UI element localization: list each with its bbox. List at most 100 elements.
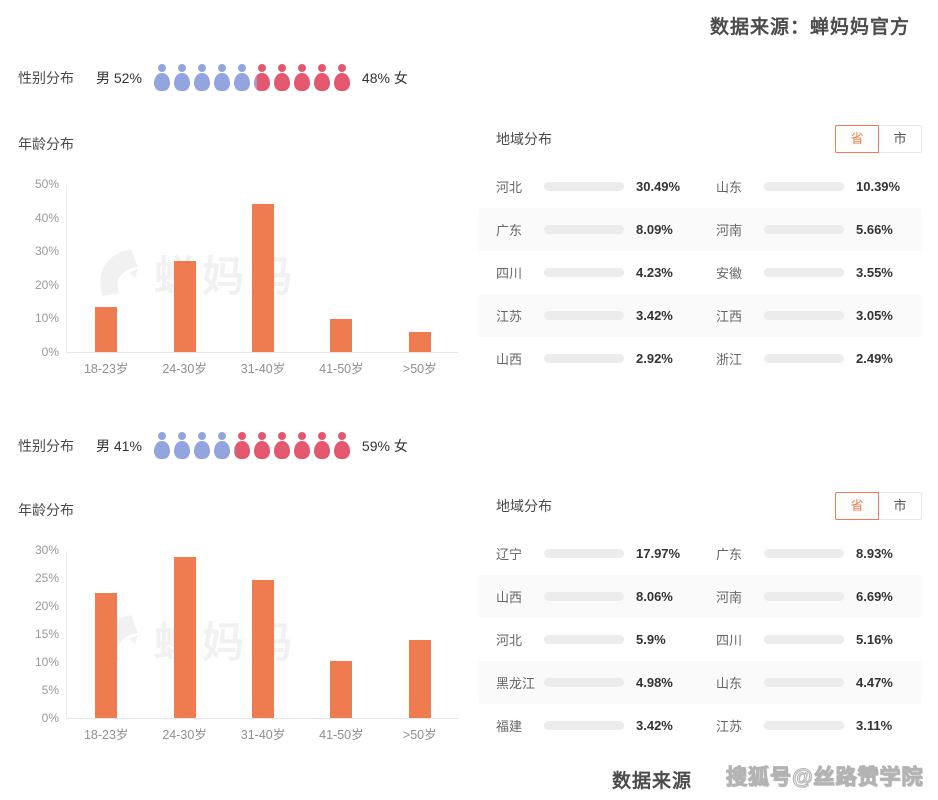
female-person-icon <box>293 432 310 460</box>
region-bar-track <box>764 721 844 730</box>
region-percent: 4.98% <box>636 675 673 690</box>
data-source-footer: 数据来源 <box>612 771 693 792</box>
x-axis-label: 24-30岁 <box>162 362 207 376</box>
region-percent: 8.06% <box>636 589 673 604</box>
y-axis-tick: 15% <box>34 627 59 641</box>
region-bar-track <box>544 549 624 558</box>
region-percent: 5.9% <box>636 632 666 647</box>
region-percent: 3.11% <box>856 718 893 733</box>
sohu-watermark: 搜狐号@丝路赞学院 <box>725 766 924 790</box>
age-bar-31-40岁 <box>252 580 274 718</box>
x-axis-label: 31-40岁 <box>240 728 286 742</box>
age-chart-title: 年龄分布 <box>18 136 74 152</box>
tab-province[interactable]: 省 <box>835 125 879 153</box>
region-name: 河北 <box>496 180 523 195</box>
region-bar-track <box>764 311 844 320</box>
x-axis-label: 41-50岁 <box>319 728 364 742</box>
region-percent: 30.49% <box>636 179 681 194</box>
y-axis-tick: 25% <box>34 571 59 585</box>
age-bar->50岁 <box>408 331 431 352</box>
region-cell-河北: 河北 5.9% <box>496 630 688 649</box>
split-person-icon <box>253 64 270 92</box>
region-bar-track <box>544 635 624 644</box>
male-person-icon <box>193 64 210 92</box>
age-chart-plot: 0% 10% 20% 30% 40% 50% 18-23岁 24-30岁 31-40岁 41-50… <box>35 177 458 376</box>
tab-province[interactable]: 省 <box>835 492 879 520</box>
region-percent: 6.69% <box>856 589 893 604</box>
region-percent: 8.09% <box>636 222 673 237</box>
y-axis-tick: 10% <box>34 311 59 326</box>
region-row: 广东 8.09% 河南 5.66% <box>478 208 922 251</box>
region-cell-山东: 山东 10.39% <box>716 177 908 196</box>
region-bar-track <box>544 268 624 277</box>
region-cell-四川: 四川 4.23% <box>496 263 688 282</box>
region-row: 辽宁 17.97% 广东 8.93% <box>478 532 922 575</box>
region-percent: 4.47% <box>856 675 893 690</box>
y-axis-tick: 20% <box>34 599 59 613</box>
region-percent: 5.66% <box>856 222 893 237</box>
age-bar-41-50岁 <box>330 660 353 718</box>
region-row: 四川 4.23% 安徽 3.55% <box>478 251 922 294</box>
region-cell-江西: 江西 3.05% <box>716 306 908 325</box>
data-source-header: 数据来源：蝉妈妈官方 <box>709 17 910 38</box>
region-cell-广东: 广东 8.93% <box>716 544 908 563</box>
region-name: 四川 <box>716 633 743 648</box>
region-name: 安徽 <box>716 266 743 281</box>
region-name: 山西 <box>496 352 523 367</box>
tab-city[interactable]: 市 <box>878 492 922 520</box>
y-axis-tick: 0% <box>41 711 59 725</box>
female-person-icon <box>313 64 330 92</box>
region-name: 黑龙江 <box>496 676 536 691</box>
male-person-icon <box>153 64 170 92</box>
region-name: 辽宁 <box>496 547 523 562</box>
age-chart-title: 年龄分布 <box>18 502 74 518</box>
region-cell-福建: 福建 3.42% <box>496 716 688 735</box>
female-person-icon <box>313 432 330 460</box>
region-name: 河南 <box>716 590 743 605</box>
region-bar-track <box>544 311 624 320</box>
region-percent: 3.05% <box>856 308 893 323</box>
female-person-icon <box>233 432 250 460</box>
female-person-icon <box>293 64 310 92</box>
age-bar-24-30岁 <box>173 556 196 718</box>
age-chart-plot: 0% 5% 10% 15% 20% 25% 30% 18-23岁 24-30岁 31-40岁 41-… <box>35 543 458 742</box>
region-cell-黑龙江: 黑龙江 4.98% <box>496 673 688 692</box>
region-row: 山西 2.92% 浙江 2.49% <box>478 337 922 380</box>
y-axis-tick: 30% <box>34 244 59 259</box>
region-percent: 17.97% <box>636 546 681 561</box>
region-percent: 8.93% <box>856 546 893 561</box>
x-axis-label: >50岁 <box>402 362 437 376</box>
split-person-icon <box>233 432 250 460</box>
age-distribution-chart: 年龄分布 蝉妈妈 0% 10% 20% 30% 40% 50% 18-23岁 24-30岁 31… <box>18 128 463 396</box>
region-bar-track <box>764 268 844 277</box>
female-person-icon <box>333 432 350 460</box>
region-name: 浙江 <box>716 352 743 367</box>
region-bar-track <box>544 721 624 730</box>
region-bar-track <box>544 592 624 601</box>
province-city-toggle: 省 市 <box>835 125 922 153</box>
age-bar-24-30岁 <box>173 261 196 352</box>
region-bar-track <box>764 354 844 363</box>
age-bar->50岁 <box>408 640 431 718</box>
region-percent: 2.49% <box>856 351 893 366</box>
age-bar-18-23岁 <box>95 306 118 352</box>
region-distribution-panel: 地域分布 省 市 河北 30.49% 山东 10.39% 广东 8.09% 河南 5.66% 四… <box>478 124 922 380</box>
region-cell-江苏: 江苏 3.42% <box>496 306 688 325</box>
region-bar-track <box>544 182 624 191</box>
age-distribution-chart: 年龄分布 蝉妈妈 0% 5% 10% 15% 20% 25% 30% 18-23岁 24-30岁… <box>18 494 463 762</box>
age-bar-31-40岁 <box>252 204 274 352</box>
gender-title: 性别分布 <box>18 438 74 454</box>
region-bar-track <box>764 635 844 644</box>
region-bar-track <box>764 592 844 601</box>
male-person-icon <box>213 64 230 92</box>
age-bar-18-23岁 <box>95 592 118 718</box>
y-axis-tick: 40% <box>34 210 59 225</box>
region-bar-track <box>764 225 844 234</box>
region-percent: 10.39% <box>856 179 901 194</box>
tab-city[interactable]: 市 <box>878 125 922 153</box>
region-row: 河北 5.9% 四川 5.16% <box>478 618 922 661</box>
region-name: 广东 <box>496 223 523 238</box>
region-name: 江西 <box>716 309 743 324</box>
male-person-icon <box>153 432 170 460</box>
region-bar-track <box>764 678 844 687</box>
